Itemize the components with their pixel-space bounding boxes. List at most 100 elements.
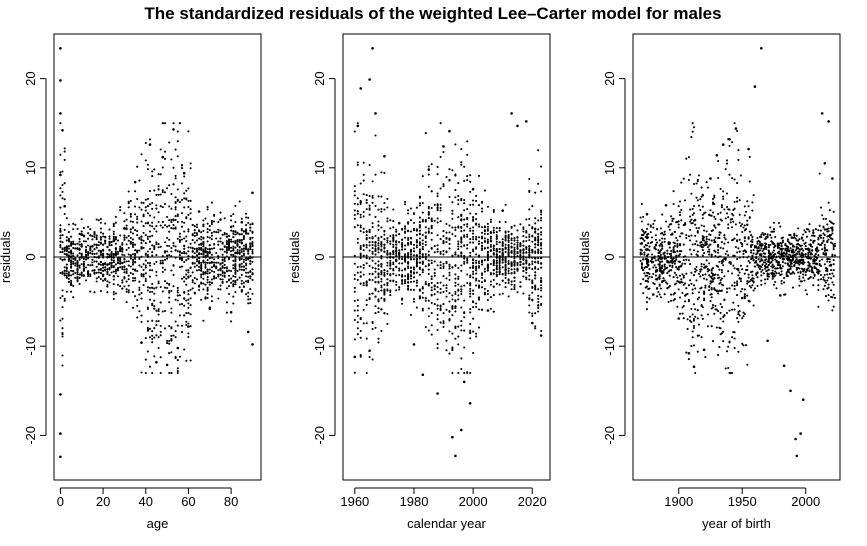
residual-point xyxy=(138,257,141,261)
residual-point xyxy=(751,238,754,241)
residual-point xyxy=(454,189,457,192)
residual-point xyxy=(206,261,209,264)
residual-point xyxy=(770,236,773,239)
residual-point xyxy=(652,272,655,276)
residual-point xyxy=(513,283,516,287)
residual-point xyxy=(159,334,162,337)
residual-point xyxy=(463,202,466,205)
residual-point xyxy=(200,298,203,301)
residual-point xyxy=(436,313,439,317)
residual-point xyxy=(230,229,233,232)
residual-point xyxy=(185,259,188,262)
residual-point xyxy=(121,281,124,284)
residual-point xyxy=(475,199,478,202)
residual-point xyxy=(418,267,421,271)
residual-point xyxy=(731,141,734,144)
residual-point xyxy=(772,249,776,252)
residual-point xyxy=(389,263,392,266)
residual-point xyxy=(727,254,730,257)
residual-point xyxy=(744,210,748,213)
residual-point xyxy=(151,244,154,247)
residual-point xyxy=(469,274,472,277)
residual-point xyxy=(525,246,528,249)
residual-point xyxy=(442,320,445,323)
residual-point xyxy=(185,299,188,302)
residual-point xyxy=(161,122,164,125)
residual-point xyxy=(374,173,377,176)
residual-point xyxy=(427,250,430,253)
residual-point xyxy=(365,299,368,302)
residual-point xyxy=(670,293,673,296)
residual-point xyxy=(202,251,205,255)
residual-point xyxy=(466,179,469,182)
residual-point xyxy=(365,208,368,211)
residual-point xyxy=(112,230,115,233)
residual-point xyxy=(148,269,152,272)
residual-point xyxy=(519,263,522,266)
residual-point xyxy=(183,314,186,317)
residual-point xyxy=(439,267,442,270)
residual-point xyxy=(227,279,231,282)
residual-point xyxy=(528,224,531,227)
residual-point xyxy=(368,355,371,359)
residual-point xyxy=(534,261,537,264)
residual-point xyxy=(513,237,516,240)
residual-point xyxy=(725,159,729,162)
residual-point xyxy=(383,233,386,236)
residual-point xyxy=(129,240,132,243)
residual-point xyxy=(460,288,463,291)
residual-point xyxy=(119,258,122,262)
residual-point xyxy=(510,272,513,275)
residual-point xyxy=(783,277,786,280)
residual-point xyxy=(700,265,703,268)
residual-point xyxy=(433,219,436,222)
residual-point xyxy=(174,148,177,151)
residual-point xyxy=(703,292,706,296)
residual-point xyxy=(178,251,181,254)
residual-point xyxy=(710,296,713,299)
residual-point xyxy=(63,297,66,300)
residual-point xyxy=(371,244,374,247)
residual-point xyxy=(823,284,826,287)
residual-point xyxy=(112,275,115,278)
residual-point xyxy=(680,208,683,211)
residual-point xyxy=(802,273,805,276)
residual-point xyxy=(383,283,386,286)
residual-point xyxy=(483,240,486,243)
residual-point xyxy=(217,269,220,272)
residual-point xyxy=(519,223,522,226)
residual-point xyxy=(732,301,735,304)
residual-point xyxy=(418,257,421,260)
residual-point xyxy=(191,247,194,250)
residual-point xyxy=(409,240,413,244)
residual-point xyxy=(748,180,751,183)
residual-point xyxy=(719,281,722,284)
residual-point xyxy=(657,251,660,254)
residual-point xyxy=(715,308,718,311)
residual-point xyxy=(469,282,472,285)
residual-point xyxy=(401,242,404,245)
residual-point xyxy=(668,252,671,256)
residual-point xyxy=(489,218,492,221)
residual-point xyxy=(234,258,237,261)
residual-point xyxy=(142,263,145,266)
residual-point xyxy=(667,300,670,303)
residual-point xyxy=(720,268,723,272)
residual-point xyxy=(174,196,177,199)
residual-point xyxy=(713,276,716,279)
residual-point xyxy=(213,270,216,273)
residual-point xyxy=(639,248,642,251)
residual-point xyxy=(531,314,534,318)
residual-point xyxy=(436,392,439,395)
residual-point xyxy=(217,256,220,260)
residual-point xyxy=(129,236,132,240)
residual-point xyxy=(99,221,102,224)
residual-point xyxy=(783,281,786,284)
residual-point xyxy=(722,330,725,333)
residual-point xyxy=(424,299,427,302)
residual-point xyxy=(223,266,226,269)
residual-point xyxy=(166,236,169,240)
residual-point xyxy=(463,198,466,202)
residual-point xyxy=(123,261,126,264)
